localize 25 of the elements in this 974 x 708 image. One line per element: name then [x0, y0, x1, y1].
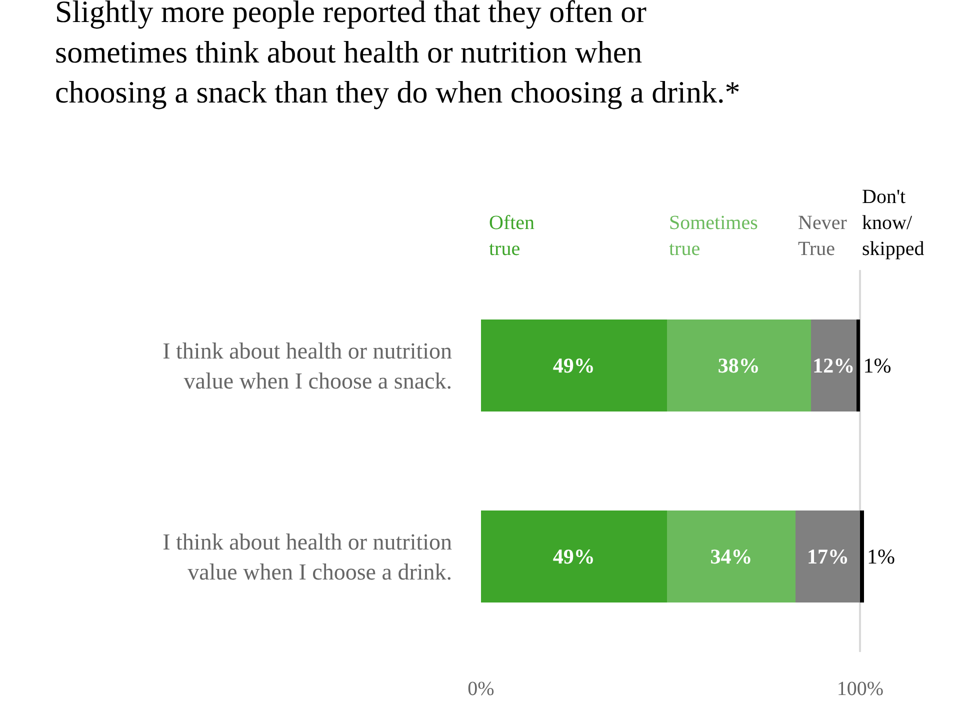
y-tick-label: I think about health or nutrition value when I choose a drink. — [162, 530, 452, 584]
x-tick-label: 100% — [836, 678, 884, 700]
y-tick-label: I think about health or nutrition value when I choose a snack. — [162, 338, 452, 394]
text: Often true — [489, 212, 535, 260]
bar — [860, 510, 864, 602]
data-label: 49% — [552, 354, 595, 378]
text: Don't know/ skipped — [862, 186, 924, 260]
x-tick-label: 0% — [468, 678, 494, 700]
data-label: 17% — [806, 544, 849, 568]
data-label: 1% — [863, 354, 892, 378]
bar — [666, 510, 796, 602]
bar — [796, 510, 860, 602]
bar — [481, 320, 667, 412]
data-label: 49% — [552, 544, 595, 568]
data-label: 12% — [812, 354, 855, 378]
text: Never True — [798, 212, 848, 260]
chart-title: Slightly more people reported that they often or sometimes think about health or nutrition when choosing a snack than they do when choosing a drink.* — [55, 0, 740, 110]
data-label: 34% — [710, 544, 752, 568]
text: Sometimes true — [669, 212, 758, 260]
data-label: 38% — [718, 354, 760, 378]
bar — [856, 320, 860, 412]
bar — [481, 510, 667, 602]
data-label: 1% — [867, 544, 895, 568]
bar — [810, 320, 856, 412]
bar — [666, 320, 811, 412]
